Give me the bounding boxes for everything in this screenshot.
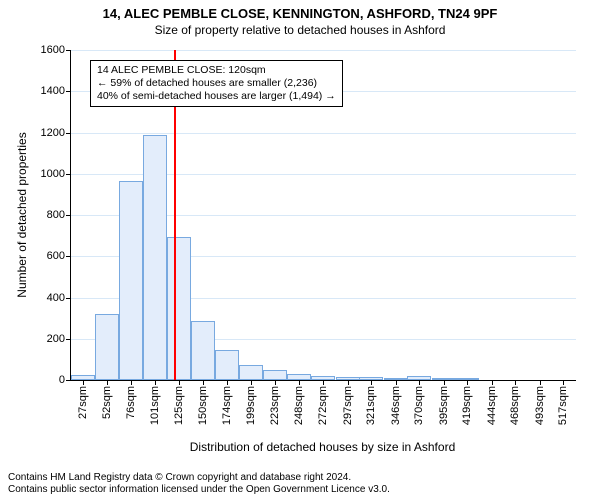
xtick-label: 150sqm	[197, 386, 209, 425]
xtick-mark	[371, 380, 372, 385]
ytick-mark	[66, 256, 71, 257]
xtick-mark	[227, 380, 228, 385]
xtick-mark	[131, 380, 132, 385]
ytick-mark	[66, 133, 71, 134]
xtick-label: 419sqm	[461, 386, 473, 425]
xtick-label: 27sqm	[77, 386, 89, 419]
xtick-label: 517sqm	[557, 386, 569, 425]
xtick-label: 76sqm	[125, 386, 137, 419]
bar	[167, 237, 191, 380]
xtick-label: 321sqm	[365, 386, 377, 425]
xtick-label: 272sqm	[317, 386, 329, 425]
y-axis-label: Number of detached properties	[15, 132, 29, 297]
ytick-label: 1200	[41, 127, 65, 139]
gridline	[71, 133, 576, 134]
xtick-mark	[467, 380, 468, 385]
xtick-label: 223sqm	[269, 386, 281, 425]
xtick-label: 52sqm	[101, 386, 113, 419]
xtick-mark	[396, 380, 397, 385]
annotation-box: 14 ALEC PEMBLE CLOSE: 120sqm← 59% of det…	[90, 60, 343, 107]
ytick-label: 800	[47, 209, 65, 221]
annotation-line: ← 59% of detached houses are smaller (2,…	[97, 77, 336, 90]
bar	[191, 321, 215, 380]
gridline	[71, 50, 576, 51]
ytick-mark	[66, 50, 71, 51]
xtick-label: 174sqm	[221, 386, 233, 425]
xtick-mark	[540, 380, 541, 385]
xtick-label: 444sqm	[486, 386, 498, 425]
xtick-mark	[83, 380, 84, 385]
ytick-label: 400	[47, 292, 65, 304]
bar	[143, 135, 167, 380]
ytick-label: 200	[47, 333, 65, 345]
x-axis-label: Distribution of detached houses by size …	[190, 440, 456, 454]
xtick-mark	[323, 380, 324, 385]
ytick-label: 1000	[41, 168, 65, 180]
xtick-label: 297sqm	[342, 386, 354, 425]
xtick-label: 101sqm	[149, 386, 161, 425]
footer-attribution: Contains HM Land Registry data © Crown c…	[8, 472, 390, 496]
xtick-mark	[251, 380, 252, 385]
xtick-label: 125sqm	[173, 386, 185, 425]
ytick-label: 0	[59, 374, 65, 386]
ytick-mark	[66, 339, 71, 340]
ytick-mark	[66, 298, 71, 299]
bar	[263, 370, 287, 380]
xtick-mark	[155, 380, 156, 385]
xtick-label: 346sqm	[390, 386, 402, 425]
ytick-label: 1400	[41, 85, 65, 97]
xtick-mark	[515, 380, 516, 385]
xtick-mark	[179, 380, 180, 385]
ytick-mark	[66, 174, 71, 175]
ytick-mark	[66, 215, 71, 216]
xtick-label: 248sqm	[293, 386, 305, 425]
xtick-mark	[348, 380, 349, 385]
bar	[239, 365, 263, 380]
bar	[95, 314, 119, 380]
xtick-mark	[203, 380, 204, 385]
xtick-label: 370sqm	[413, 386, 425, 425]
xtick-mark	[275, 380, 276, 385]
xtick-mark	[299, 380, 300, 385]
ytick-label: 600	[47, 250, 65, 262]
footer-line: Contains public sector information licen…	[8, 484, 390, 496]
xtick-mark	[444, 380, 445, 385]
bar	[215, 350, 239, 380]
bar	[119, 181, 143, 380]
ytick-mark	[66, 91, 71, 92]
xtick-mark	[107, 380, 108, 385]
xtick-label: 493sqm	[534, 386, 546, 425]
xtick-mark	[419, 380, 420, 385]
ytick-mark	[66, 380, 71, 381]
xtick-mark	[563, 380, 564, 385]
xtick-mark	[492, 380, 493, 385]
xtick-label: 395sqm	[438, 386, 450, 425]
annotation-line: 14 ALEC PEMBLE CLOSE: 120sqm	[97, 64, 336, 77]
annotation-line: 40% of semi-detached houses are larger (…	[97, 90, 336, 103]
xtick-label: 199sqm	[245, 386, 257, 425]
ytick-label: 1600	[41, 44, 65, 56]
footer-line: Contains HM Land Registry data © Crown c…	[8, 472, 390, 484]
xtick-label: 468sqm	[509, 386, 521, 425]
